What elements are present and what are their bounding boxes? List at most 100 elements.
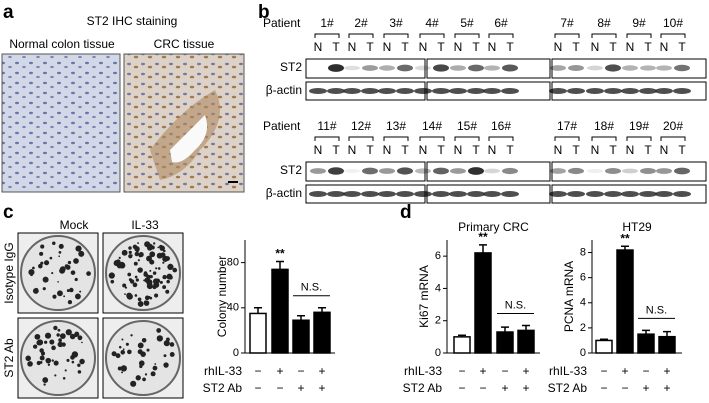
patient-id: 19# — [629, 119, 649, 133]
st2-band — [568, 65, 584, 71]
colony — [126, 293, 133, 300]
colony — [54, 374, 57, 377]
colony — [86, 271, 91, 276]
colony — [70, 270, 76, 275]
colony — [149, 274, 153, 279]
lane-label: N — [314, 40, 323, 54]
lane-label: N — [419, 40, 428, 54]
bracket — [626, 136, 652, 141]
colony — [57, 290, 63, 297]
colony — [51, 272, 54, 275]
y-tick-label: 2 — [580, 322, 586, 334]
colony — [152, 365, 158, 371]
patient-id: 5# — [460, 16, 474, 30]
colony — [146, 348, 150, 352]
treatment-sign: + — [663, 364, 670, 378]
patient-id: 7# — [560, 16, 574, 30]
bar — [474, 252, 492, 354]
error-bar — [276, 260, 284, 270]
y-tick-label: 6 — [435, 250, 441, 262]
actin-band — [501, 88, 519, 94]
colony — [169, 352, 175, 357]
patient-id: 12# — [351, 119, 371, 133]
patient-id: 1# — [320, 16, 334, 30]
actin-band — [378, 191, 396, 197]
colony — [166, 273, 173, 280]
lane-label: T — [572, 143, 580, 157]
bar — [616, 249, 634, 354]
colony — [66, 289, 70, 293]
colony — [39, 251, 44, 256]
actin-band — [639, 88, 657, 94]
colony — [169, 342, 175, 347]
st2-band — [415, 65, 431, 71]
st2-band — [587, 168, 603, 174]
blot-box — [426, 161, 551, 182]
treatment-name: ST2 Ab — [548, 381, 588, 395]
colony — [134, 251, 140, 257]
colony — [66, 358, 70, 362]
lane-label: T — [572, 40, 580, 54]
colony — [132, 282, 138, 288]
colony — [165, 289, 170, 294]
colony — [129, 279, 135, 284]
group-label: N.S. — [646, 304, 667, 316]
y-axis-label: Ki67 mRNA — [417, 265, 431, 328]
colony — [122, 283, 127, 288]
colony — [150, 245, 155, 250]
error-bar — [621, 245, 629, 251]
lane-label: N — [660, 143, 669, 157]
colony — [134, 246, 140, 252]
colony — [127, 349, 132, 355]
colony — [154, 363, 157, 365]
group-label: N.S. — [505, 299, 526, 311]
actin-band — [361, 88, 379, 94]
lane-label: N — [488, 143, 497, 157]
colony — [128, 254, 133, 259]
st2-band — [310, 168, 326, 174]
colony — [30, 273, 33, 277]
colony — [58, 250, 62, 254]
colony — [156, 252, 163, 259]
significance: ** — [478, 230, 488, 244]
treatment-sign: − — [276, 381, 283, 395]
error-bar — [297, 314, 305, 321]
colony — [150, 371, 156, 377]
colony — [165, 256, 171, 261]
colony — [163, 340, 170, 347]
colony — [58, 243, 64, 249]
actin-band — [621, 88, 639, 94]
treatment-sign: + — [522, 381, 529, 395]
st2-band — [656, 65, 672, 71]
treatment-sign: + — [501, 381, 508, 395]
colony — [65, 329, 72, 336]
patient-id: 8# — [597, 16, 611, 30]
colony — [121, 249, 128, 256]
lane-label: T — [437, 143, 445, 157]
significance: ** — [275, 247, 285, 261]
st2-band — [484, 168, 500, 174]
st2-band — [605, 64, 621, 72]
colony — [46, 278, 49, 281]
colony — [122, 348, 125, 351]
bracket — [554, 33, 580, 38]
treatment-sign: − — [600, 381, 607, 395]
row-label: ST2 Ab — [2, 338, 16, 378]
colony — [59, 266, 66, 273]
y-tick-label: 0 — [435, 347, 441, 359]
treatment-sign: + — [642, 381, 649, 395]
bracket — [554, 136, 580, 141]
bar — [517, 329, 535, 354]
bracket — [314, 136, 340, 141]
bracket — [419, 136, 445, 141]
panel-label: b — [258, 2, 270, 23]
colony — [159, 244, 163, 249]
actin-band — [467, 88, 485, 94]
actin-band — [414, 191, 432, 197]
colony — [79, 358, 85, 365]
bracket — [591, 33, 617, 38]
colony — [44, 332, 52, 339]
colony — [78, 250, 85, 257]
actin-band — [483, 88, 501, 94]
colony — [130, 380, 137, 387]
